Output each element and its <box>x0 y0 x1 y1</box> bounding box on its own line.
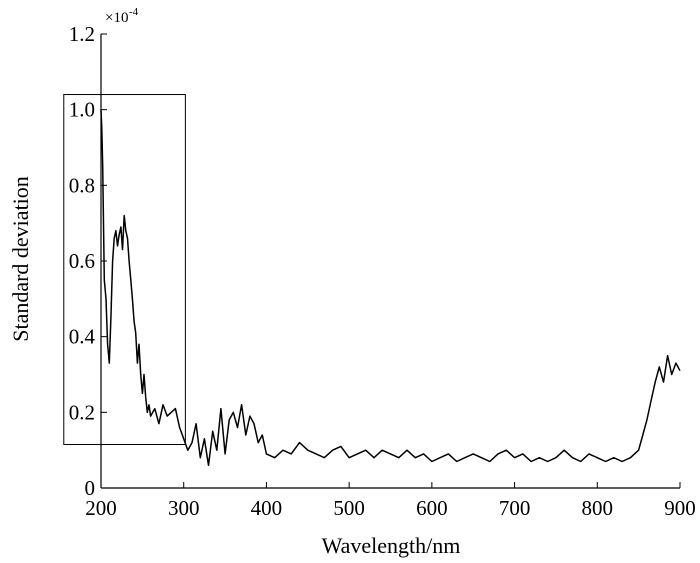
x-tick-label: 400 <box>251 496 283 520</box>
y-tick-label: 0.8 <box>69 173 95 197</box>
highlight-box <box>63 94 186 445</box>
series-line <box>100 109 681 467</box>
y-axis-title: Standard deviation <box>8 176 33 342</box>
x-tick-label: 600 <box>416 496 448 520</box>
y-multiplier-base: ×10 <box>105 10 128 26</box>
plot-area <box>63 94 681 467</box>
x-tick-label: 500 <box>333 496 365 520</box>
x-tick-label: 200 <box>85 496 117 520</box>
y-tick-label: 0.4 <box>69 325 96 349</box>
y-tick-label: 0.2 <box>69 400 95 424</box>
x-tick-label: 300 <box>168 496 200 520</box>
y-multiplier-label: ×10 -4 <box>105 6 139 26</box>
x-axis-title: Wavelength/nm <box>322 533 461 558</box>
x-tick-label: 700 <box>499 496 531 520</box>
y-tick-label: 1.0 <box>69 98 95 122</box>
x-tick-label: 800 <box>582 496 614 520</box>
y-tick-label: 0.6 <box>69 249 95 273</box>
y-tick-label: 1.2 <box>69 22 95 46</box>
y-multiplier-exponent: -4 <box>129 6 139 18</box>
y-tick-label: 0 <box>85 476 96 500</box>
x-tick-label: 900 <box>664 496 696 520</box>
axes: 200 300 400 500 600 700 800 900 0 0.2 0.4 0.6 0.8 1.0… <box>69 22 696 520</box>
